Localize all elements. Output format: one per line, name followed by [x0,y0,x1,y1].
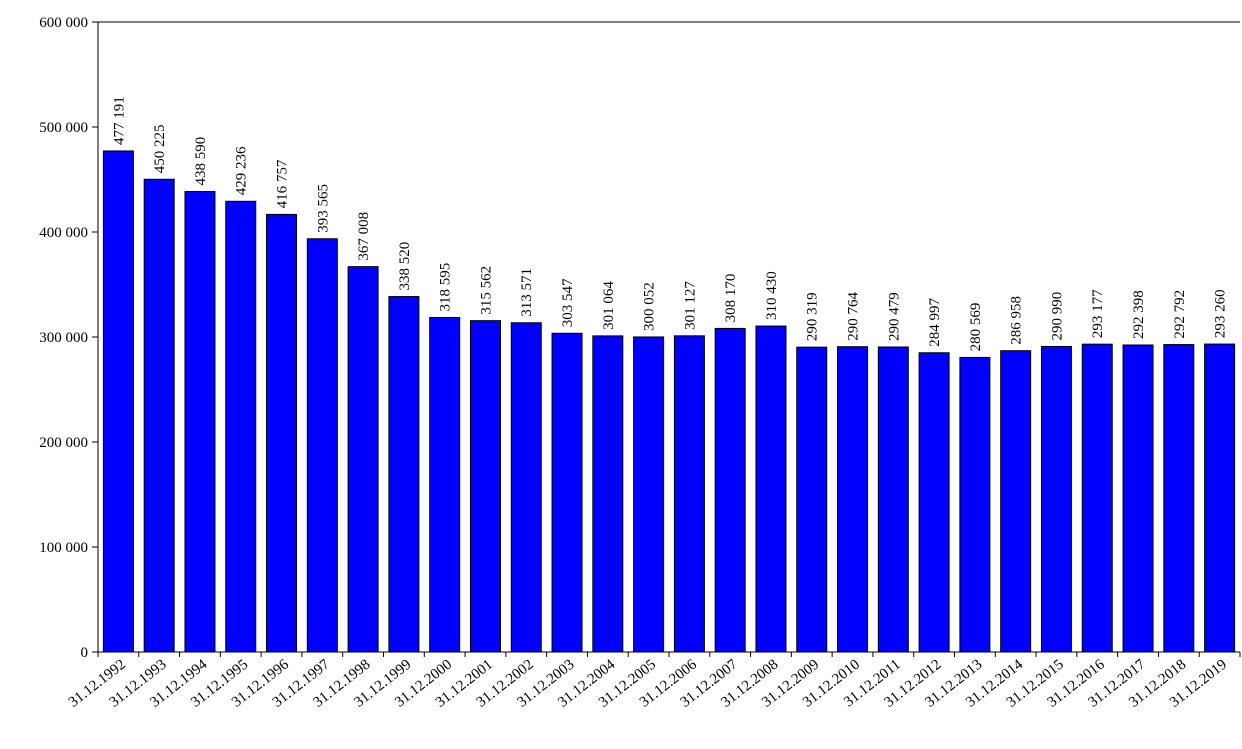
bar [469,320,501,653]
bar-value-label: 290 319 [805,292,821,341]
bar-value-label: 416 757 [275,159,291,208]
y-tick-label: 0 [81,645,89,661]
bar-value-label: 290 764 [846,291,862,340]
x-axis-tick-labels: 31.12.199231.12.199331.12.199431.12.1995… [66,652,1241,711]
bar [1204,343,1236,653]
bar [184,190,216,653]
bar [143,178,175,653]
bar-value-label: 310 430 [764,271,780,320]
bar [306,238,338,653]
bar [225,200,257,653]
bar-value-label: 280 569 [968,303,984,352]
bars [102,150,1236,653]
y-tick-label: 400 000 [39,225,88,241]
bar-value-label: 303 547 [560,278,576,327]
bar [633,336,665,653]
bar [673,335,705,653]
bar-value-label: 308 170 [723,274,739,323]
bar-value-label: 313 571 [519,268,535,317]
bar [877,346,909,653]
bar-value-label: 284 997 [927,298,943,347]
bar [592,335,624,653]
bar [755,325,787,653]
bar [714,327,746,653]
bar-value-label: 315 562 [478,266,494,315]
bar-value-label: 429 236 [234,146,250,195]
bar-value-label: 367 008 [356,212,372,261]
bar-value-label: 290 479 [886,292,902,341]
y-axis-ticks: 0 100 000 200 000 300 000 400 000 500 000 600 … [39,15,98,661]
bar-value-label: 292 792 [1172,290,1188,339]
bar-value-label: 300 052 [642,282,658,331]
bar-value-label: 301 127 [682,281,698,330]
bar-value-label: 293 260 [1213,289,1229,338]
bar [837,346,869,653]
bar-value-label: 393 565 [315,184,331,233]
bar [1000,350,1032,653]
y-tick-label: 200 000 [39,435,88,451]
bar-value-label: 286 958 [1009,296,1025,345]
bar [1122,344,1154,653]
bar [510,322,542,653]
bar-value-label: 477 191 [111,96,127,145]
bar [796,346,828,653]
bar [388,296,420,653]
bar [959,356,991,653]
bar-value-label: 293 177 [1090,289,1106,338]
y-tick-label: 300 000 [39,330,88,346]
bar [102,150,134,653]
bar-value-label: 450 225 [152,125,168,174]
bar [347,266,379,653]
bar-value-label: 338 520 [397,242,413,291]
bar [266,213,298,653]
y-tick-label: 600 000 [39,15,88,31]
value-labels: 477 191 450 225 438 590 429 236 416 757 393 5… [111,96,1228,351]
bar-value-label: 318 595 [438,263,454,312]
bar [918,352,950,653]
bar [1163,344,1195,653]
y-tick-label: 500 000 [39,120,88,136]
bar-value-label: 301 064 [601,281,617,330]
bar [429,316,461,653]
bar-value-label: 290 990 [1049,292,1065,341]
y-tick-label: 100 000 [39,540,88,556]
bar-value-label: 292 398 [1131,290,1147,339]
bar-value-label: 438 590 [193,137,209,186]
bar [551,332,583,653]
bar [1040,345,1072,653]
bar [1081,343,1113,653]
